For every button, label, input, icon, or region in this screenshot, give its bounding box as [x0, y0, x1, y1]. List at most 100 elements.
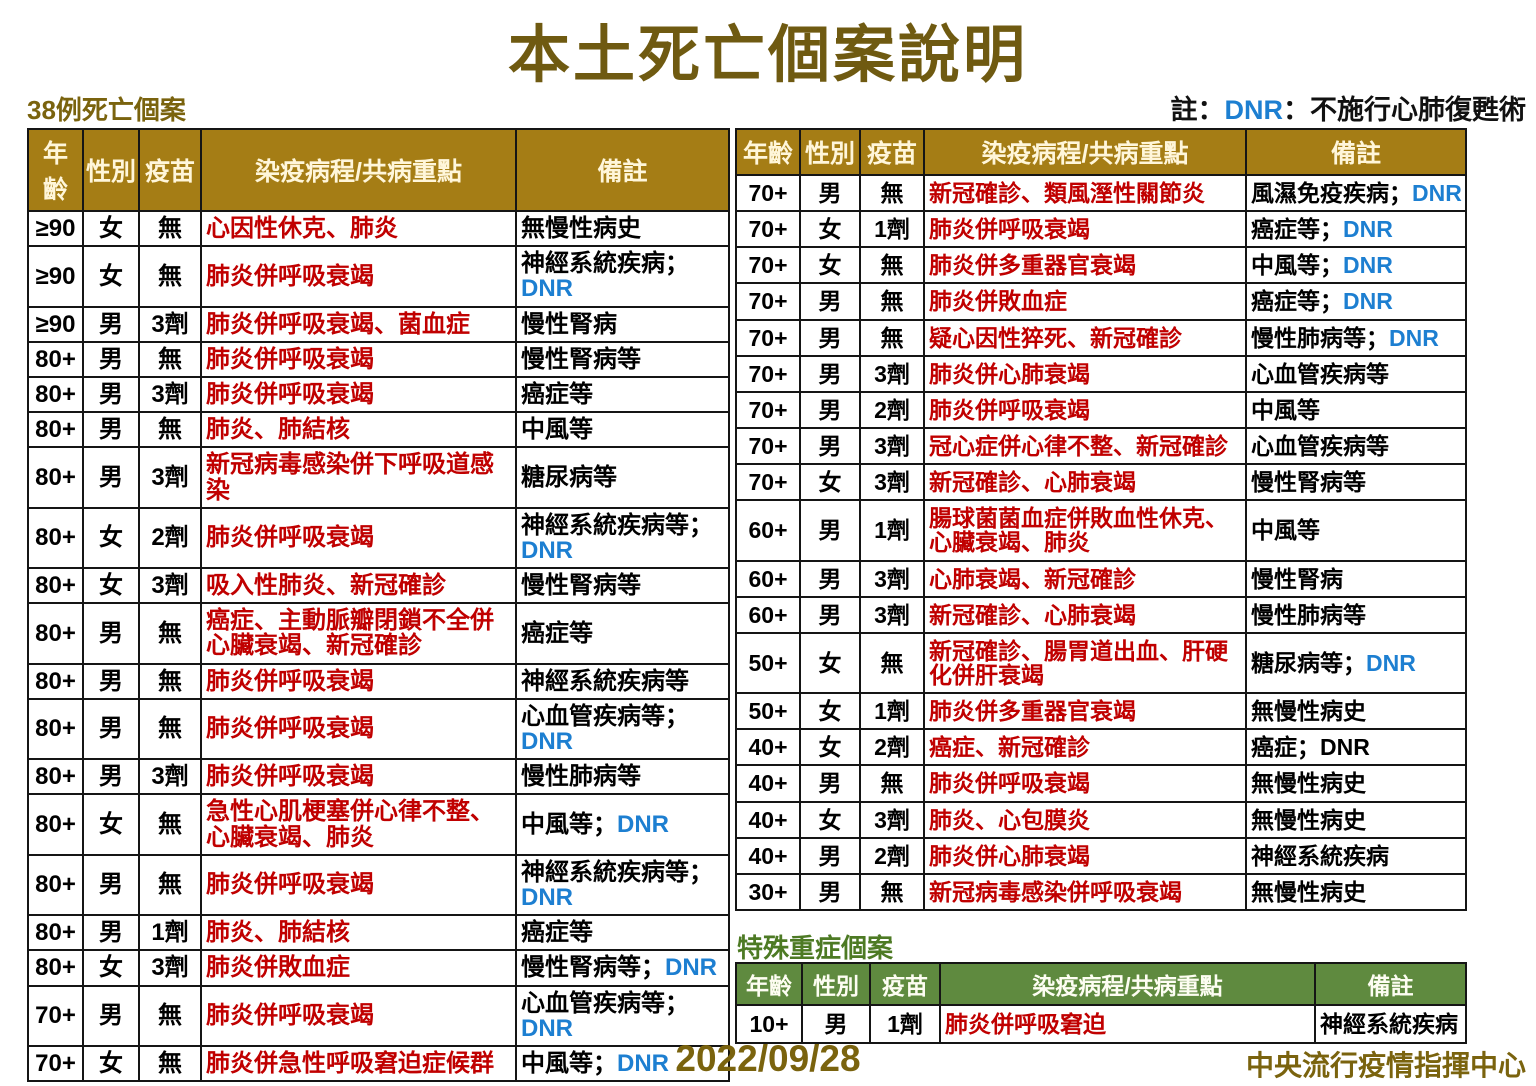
- course-cell: 肺炎、肺結核: [200, 914, 517, 952]
- remark-cell: 慢性腎病等；DNR: [515, 949, 730, 987]
- age-cell: 70+: [735, 318, 801, 357]
- remark-cell: 中風等；DNR: [515, 1044, 730, 1083]
- sex-cell: 男: [82, 602, 140, 665]
- vaccine-cell: 3劑: [859, 559, 925, 598]
- vaccine-cell: 無: [859, 282, 925, 321]
- sex-cell: 女: [82, 949, 140, 987]
- column-header-3: 染疫病程/共病重點: [200, 128, 517, 212]
- death-cases-label: 38例死亡個案: [27, 95, 186, 125]
- vaccine-cell: 1劑: [859, 210, 925, 249]
- remark-cell: 糖尿病等: [515, 446, 730, 509]
- sex-cell: 男: [799, 559, 861, 598]
- vaccine-cell: 2劑: [859, 728, 925, 767]
- sex-cell: 男: [799, 595, 861, 634]
- table-row: 70+ 男 3劑 冠心症併心律不整、新冠確診 心血管疾病等: [735, 426, 1467, 466]
- table-row: 70+ 女 1劑 肺炎併呼吸衰竭 癌症等；DNR: [735, 210, 1467, 249]
- dnr-flag: DNR: [521, 536, 573, 564]
- course-cell: 肺炎併呼吸衰竭: [200, 697, 517, 761]
- table-row: 70+ 女無肺炎併急性呼吸窘迫症候群 中風等；DNR: [27, 1044, 730, 1083]
- sex-cell: 男: [82, 340, 140, 378]
- sex-cell: 男: [82, 853, 140, 917]
- column-header-2: 疫苗: [138, 128, 202, 212]
- remark-cell: 心血管疾病等: [1245, 426, 1467, 466]
- column-header-0: 年齡: [27, 128, 84, 212]
- sex-cell: 男: [799, 499, 861, 562]
- sex-cell: 男: [82, 446, 140, 509]
- vaccine-cell: 3劑: [138, 305, 202, 343]
- course-cell: 肺炎併心肺衰竭: [923, 354, 1247, 393]
- remark-cell: 中風等: [1245, 390, 1467, 429]
- course-cell: 肺炎併心肺衰竭: [923, 836, 1247, 875]
- age-cell: 80+: [27, 949, 84, 987]
- table-row: 50+ 女無新冠確診、腸胃道出血、肝硬化併肝衰竭 糖尿病等；DNR: [735, 631, 1467, 695]
- vaccine-cell: 無: [859, 318, 925, 357]
- course-cell: 肺炎併敗血症: [200, 949, 517, 987]
- sex-cell: 男: [799, 426, 861, 466]
- vaccine-cell: 1劑: [869, 1003, 941, 1045]
- vaccine-cell: 3劑: [859, 595, 925, 634]
- dnr-flag: DNR: [617, 1049, 669, 1077]
- course-cell: 新冠確診、心肺衰竭: [923, 463, 1247, 502]
- table-row: 40+ 女 3劑 肺炎、心包膜炎 無慢性病史: [735, 800, 1467, 839]
- age-cell: 50+: [735, 631, 801, 695]
- remark-cell: 慢性腎病等: [515, 567, 730, 605]
- header-row: 年齡 性別 疫苗 染疫病程/共病重點 備註: [735, 962, 1467, 1006]
- course-cell: 新冠病毒感染併呼吸衰竭: [923, 872, 1247, 911]
- column-header-0: 年齡: [735, 962, 803, 1006]
- course-cell: 肺炎併呼吸窘迫: [939, 1003, 1316, 1045]
- dnr-flag: DNR: [617, 810, 669, 838]
- remark-cell: 心血管疾病等；DNR: [515, 984, 730, 1047]
- table-row: 10+ 男 1劑 肺炎併呼吸窘迫 神經系統疾病: [735, 1003, 1467, 1045]
- vaccine-cell: 3劑: [859, 800, 925, 839]
- sex-cell: 女: [82, 567, 140, 605]
- dnr-note: 註：DNR：不施行心肺復甦術: [1171, 88, 1527, 127]
- table-row: 30+ 男無新冠病毒感染併呼吸衰竭 無慢性病史: [735, 872, 1467, 911]
- course-cell: 急性心肌梗塞併心律不整、心臟衰竭、肺炎: [200, 793, 517, 856]
- remark-cell: 慢性肺病等: [515, 758, 730, 796]
- age-cell: 80+: [27, 375, 84, 414]
- course-cell: 肺炎併呼吸衰竭: [200, 375, 517, 414]
- age-cell: 60+: [735, 499, 801, 562]
- sex-cell: 女: [82, 793, 140, 856]
- footer-date: 2022/09/28: [675, 1038, 861, 1079]
- age-cell: 70+: [735, 210, 801, 249]
- dnr-flag: DNR: [1343, 216, 1393, 243]
- vaccine-cell: 無: [138, 1044, 202, 1083]
- sex-cell: 男: [82, 375, 140, 414]
- age-cell: 70+: [735, 426, 801, 466]
- column-header-2: 疫苗: [859, 128, 925, 176]
- sex-cell: 女: [799, 692, 861, 731]
- age-cell: 80+: [27, 853, 84, 917]
- vaccine-cell: 無: [859, 872, 925, 911]
- table-row: 70+ 女 3劑 新冠確診、心肺衰竭 慢性腎病等: [735, 463, 1467, 502]
- sex-cell: 女: [82, 245, 140, 308]
- course-cell: 肺炎併呼吸衰竭: [200, 853, 517, 917]
- table-row: 60+ 男 3劑 心肺衰竭、新冠確診 慢性腎病: [735, 559, 1467, 598]
- vaccine-cell: 3劑: [859, 426, 925, 466]
- vaccine-cell: 無: [859, 764, 925, 803]
- table-row: 80+ 男無肺炎、肺結核 中風等: [27, 411, 730, 449]
- table-row: 80+ 男無肺炎併呼吸衰竭 慢性腎病等: [27, 340, 730, 378]
- remark-cell: 癌症等: [515, 914, 730, 952]
- table-row: 80+ 男無肺炎併呼吸衰竭 心血管疾病等；DNR: [27, 697, 730, 761]
- sex-cell: 男: [82, 305, 140, 343]
- remark-cell: 癌症；DNR: [1245, 728, 1467, 767]
- table-row: 70+ 男無疑心因性猝死、新冠確診 慢性肺病等；DNR: [735, 318, 1467, 357]
- age-cell: 40+: [735, 728, 801, 767]
- sex-cell: 女: [82, 209, 140, 248]
- column-header-1: 性別: [82, 128, 140, 212]
- table-row: 80+ 男無癌症、主動脈瓣閉鎖不全併心臟衰竭、新冠確診 癌症等: [27, 602, 730, 665]
- vaccine-cell: 3劑: [138, 758, 202, 796]
- table-row: 40+ 男無肺炎併呼吸衰竭 無慢性病史: [735, 764, 1467, 803]
- remark-cell: 中風等: [515, 411, 730, 449]
- vaccine-cell: 無: [859, 173, 925, 213]
- course-cell: 肺炎併敗血症: [923, 282, 1247, 321]
- column-header-1: 性別: [799, 128, 861, 176]
- age-cell: 40+: [735, 836, 801, 875]
- remark-cell: 神經系統疾病等；DNR: [515, 506, 730, 570]
- remark-cell: 心血管疾病等: [1245, 354, 1467, 393]
- sex-cell: 男: [799, 354, 861, 393]
- sex-cell: 男: [801, 1003, 871, 1045]
- footer-agency: 中央流行疫情指揮中心: [1245, 1050, 1526, 1081]
- remark-cell: 慢性腎病等: [515, 340, 730, 378]
